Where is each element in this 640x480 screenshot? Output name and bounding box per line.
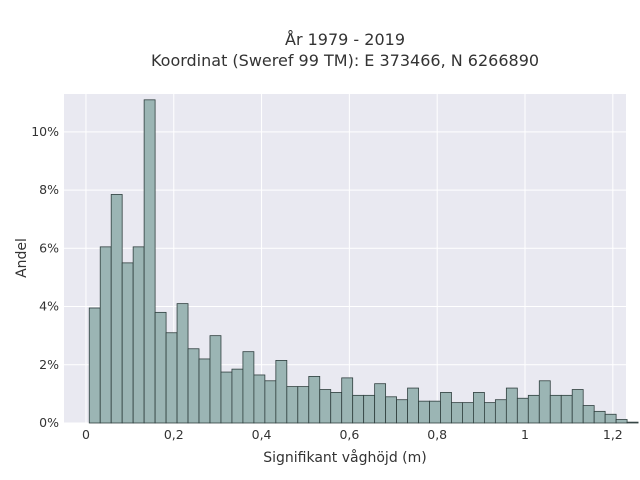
histogram-bar-25 — [363, 394, 376, 424]
histogram-bar-47 — [604, 413, 617, 424]
y-tick-label-1: 2% — [39, 357, 59, 372]
histogram-bar-18 — [286, 386, 299, 424]
y-tick-label-5: 10% — [31, 124, 59, 139]
histogram-bar-10 — [198, 358, 211, 424]
histogram-bar-23 — [341, 377, 354, 424]
histogram-bar-45 — [582, 405, 595, 424]
histogram-bar-34 — [462, 402, 474, 424]
histogram-bar-11 — [209, 335, 222, 424]
histogram-bar-24 — [352, 394, 365, 424]
histogram-bar-39 — [516, 397, 529, 424]
x-tick-label-0: 0 — [82, 427, 90, 442]
histogram-bar-26 — [374, 383, 387, 424]
histogram-bar-13 — [231, 368, 244, 424]
histogram-bar-4 — [132, 246, 145, 424]
histogram-bar-19 — [297, 386, 310, 424]
histogram-bar-36 — [484, 402, 496, 424]
x-tick-label-1: 0,2 — [164, 427, 184, 442]
histogram-bar-33 — [451, 402, 463, 424]
x-tick-labels: 0 0,2 0,4 0,6 0,8 1 1,2 — [82, 427, 623, 442]
y-axis-label: Andel — [14, 238, 30, 278]
histogram-bar-44 — [571, 389, 584, 424]
histogram-bar-28 — [396, 399, 408, 424]
histogram-bar-48 — [615, 419, 628, 424]
y-tick-label-3: 6% — [39, 240, 59, 255]
histogram-bar-8 — [176, 303, 189, 424]
histogram-bar-49 — [626, 421, 639, 424]
histogram-bar-32 — [440, 392, 452, 424]
histogram-bar-35 — [473, 392, 485, 424]
y-tick-label-2: 4% — [39, 299, 59, 314]
bars — [88, 99, 639, 424]
histogram-bar-6 — [154, 311, 167, 424]
y-tick-label-4: 8% — [39, 182, 59, 197]
histogram-bar-0 — [88, 307, 101, 424]
histogram-bar-31 — [429, 400, 441, 424]
histogram-bar-5 — [143, 99, 156, 424]
histogram-bar-1 — [99, 246, 112, 424]
chart-title-line-2: Koordinat (Sweref 99 TM): E 373466, N 62… — [151, 51, 539, 70]
x-tick-label-2: 0,4 — [252, 427, 272, 442]
x-tick-label-3: 0,6 — [339, 427, 359, 442]
histogram-bar-41 — [538, 380, 551, 424]
x-tick-label-6: 1,2 — [603, 427, 623, 442]
histogram-bar-3 — [121, 262, 134, 424]
histogram-bar-30 — [418, 400, 430, 424]
histogram-bar-14 — [242, 351, 255, 424]
histogram-bar-12 — [220, 371, 233, 424]
histogram-bar-2 — [110, 194, 123, 424]
histogram-bar-20 — [308, 376, 321, 424]
chart-title-line-1: År 1979 - 2019 — [285, 30, 405, 49]
histogram-bar-42 — [549, 394, 562, 424]
histogram-bar-38 — [505, 387, 518, 424]
histogram-bar-29 — [407, 387, 419, 424]
histogram-bar-7 — [165, 332, 178, 424]
histogram-bar-9 — [187, 348, 200, 424]
x-axis-label: Signifikant våghöjd (m) — [263, 449, 426, 466]
histogram-bar-17 — [275, 360, 288, 424]
histogram-bar-40 — [527, 394, 540, 424]
histogram-bar-22 — [330, 392, 343, 424]
x-tick-label-4: 0,8 — [427, 427, 447, 442]
histogram-bar-27 — [385, 396, 397, 424]
histogram-bar-46 — [593, 410, 606, 424]
x-tick-label-5: 1 — [521, 427, 529, 442]
y-tick-labels: 0% 2% 4% 6% 8% 10% — [31, 124, 59, 430]
histogram-bar-16 — [264, 380, 277, 424]
histogram-bar-15 — [253, 374, 266, 424]
y-tick-label-0: 0% — [39, 415, 59, 430]
histogram-bar-37 — [494, 399, 507, 424]
histogram-bar-21 — [319, 389, 332, 424]
histogram-bar-43 — [560, 394, 573, 424]
